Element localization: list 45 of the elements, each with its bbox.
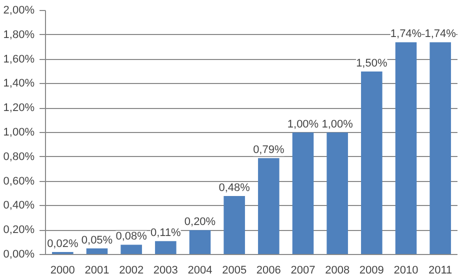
data-label: 0,48% (218, 182, 250, 194)
bar (120, 244, 142, 254)
data-label: 0,02% (47, 238, 78, 250)
y-tick-label: 1,60% (3, 53, 35, 66)
y-tick-label: 1,40% (3, 78, 35, 90)
bar (395, 42, 417, 254)
data-label: 1,74% (424, 28, 456, 40)
y-tick-label: 0,00% (3, 248, 35, 260)
data-label: 1,00% (287, 118, 319, 130)
y-tick-label: 0,60% (3, 175, 35, 188)
x-tick-label: 2005 (222, 264, 247, 276)
x-tick-label: 2002 (119, 264, 144, 276)
data-label: 0,05% (81, 234, 113, 246)
bar (292, 132, 314, 254)
data-label: 1,74% (390, 28, 422, 40)
x-tick-label: 2010 (394, 264, 418, 276)
x-tick-label: 2001 (84, 264, 110, 276)
bar (430, 42, 451, 254)
y-tick-label: 0,80% (3, 150, 35, 163)
y-tick-label: 1,20% (3, 102, 35, 114)
data-label: 0,11% (150, 227, 182, 240)
bar (224, 196, 245, 254)
bar (361, 72, 382, 254)
data-label: 1,00% (322, 118, 354, 130)
y-tick-label: 1,80% (3, 28, 35, 41)
y-tick-label: 0,40% (3, 200, 35, 212)
x-tick-label: 2006 (256, 264, 281, 276)
bar (326, 132, 348, 254)
x-tick-label: 2007 (290, 264, 316, 276)
x-tick-label: 2004 (188, 264, 212, 276)
x-tick-label: 2008 (325, 264, 350, 276)
bar (189, 230, 211, 254)
bar (155, 241, 176, 254)
y-tick-label: 2,00% (3, 4, 35, 16)
y-tick-label: 0,20% (3, 224, 35, 236)
y-tick-label: 1,00% (3, 126, 35, 138)
bar (258, 158, 280, 254)
x-tick-label: 2000 (50, 264, 75, 276)
data-label: 1,50% (356, 58, 388, 70)
data-label: 0,79% (253, 144, 284, 156)
x-tick-label: 2011 (428, 264, 452, 276)
x-tick-label: 2003 (153, 264, 178, 276)
data-label: 0,20% (184, 216, 216, 228)
data-label: 0,08% (116, 230, 148, 243)
x-tick-label: 2009 (359, 264, 384, 276)
